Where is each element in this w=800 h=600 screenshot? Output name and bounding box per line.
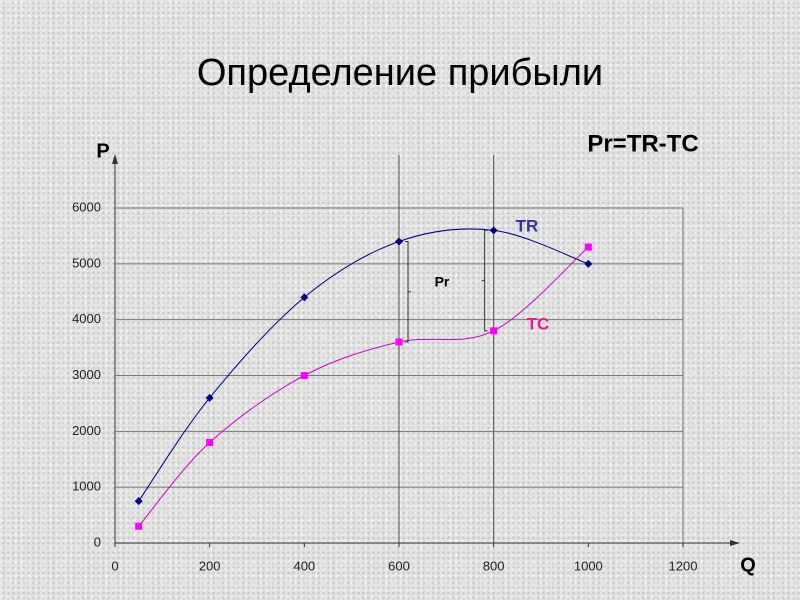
marker — [300, 293, 309, 302]
marker — [205, 393, 214, 402]
y-tick-label: 6000 — [72, 199, 101, 214]
marker — [395, 338, 403, 346]
x-tick-label: 1200 — [669, 558, 698, 573]
marker — [300, 372, 308, 379]
y-axis-label: P — [96, 140, 109, 162]
marker — [584, 243, 592, 251]
x-arrow — [730, 540, 740, 546]
x-tick-label: 0 — [111, 558, 118, 573]
y-tick-label: 2000 — [72, 423, 101, 438]
marker — [134, 497, 143, 506]
y-arrow — [112, 154, 118, 164]
series-label: TR — [516, 216, 539, 235]
annotation: Pr — [435, 274, 450, 290]
x-tick-label: 400 — [293, 558, 315, 573]
marker — [206, 439, 214, 446]
x-tick-label: 600 — [388, 558, 410, 573]
title: Определение прибыли — [197, 52, 603, 94]
x-tick-label: 800 — [483, 558, 505, 573]
series-line — [138, 228, 589, 502]
profit-brace — [481, 229, 488, 332]
profit-brace — [405, 241, 411, 343]
series-line — [138, 246, 589, 527]
x-tick-label: 1000 — [574, 558, 603, 573]
y-tick-label: 4000 — [72, 311, 101, 326]
formula: Pr=TR-TC — [587, 130, 698, 157]
x-tick-label: 200 — [199, 558, 221, 573]
marker — [584, 259, 593, 268]
series-label: TC — [527, 314, 550, 333]
y-tick-label: 5000 — [72, 255, 101, 270]
y-tick-label: 0 — [94, 534, 101, 549]
y-tick-label: 1000 — [72, 479, 101, 494]
marker — [489, 226, 498, 235]
x-axis-label: Q — [740, 554, 756, 576]
y-tick-label: 3000 — [72, 367, 101, 382]
marker — [395, 237, 403, 246]
marker — [135, 522, 143, 530]
marker — [490, 327, 498, 335]
